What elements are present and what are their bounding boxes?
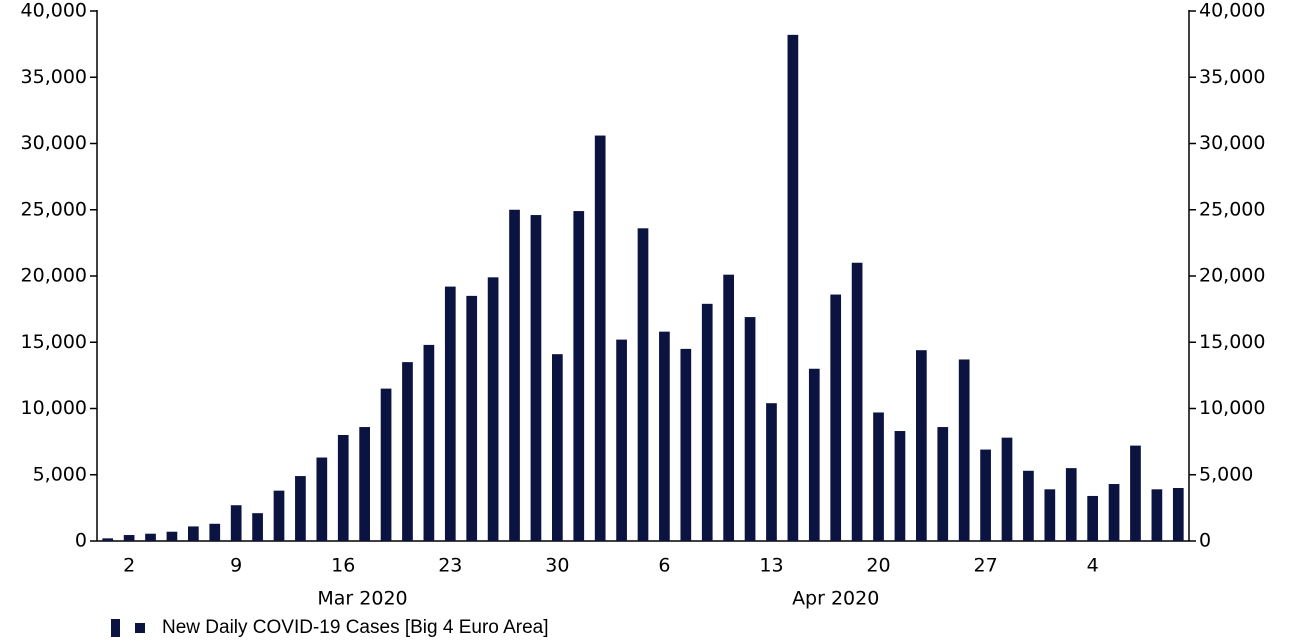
bar <box>145 533 156 541</box>
y-tick-label: 10,000 <box>21 397 87 419</box>
bar <box>359 427 370 541</box>
x-tick-label: 20 <box>866 555 890 577</box>
bar <box>316 457 328 541</box>
bar <box>787 34 799 541</box>
x-tick-label: 9 <box>230 555 242 577</box>
bar <box>230 505 242 541</box>
bar <box>166 531 178 541</box>
bar <box>723 274 734 541</box>
bar <box>830 294 842 541</box>
y2-tick-label: 20,000 <box>1199 265 1265 287</box>
y2-tick-label: 30,000 <box>1199 132 1265 154</box>
bar <box>1130 445 1141 541</box>
bar <box>509 209 520 541</box>
x-tick-label: 13 <box>759 555 783 577</box>
bar <box>573 211 585 541</box>
bar <box>337 435 349 541</box>
x-tick-label: 2 <box>123 555 135 577</box>
y2-tick-label: 10,000 <box>1199 397 1265 419</box>
x-tick-label: 16 <box>331 555 355 577</box>
bar <box>252 513 263 541</box>
y2-tick-label: 25,000 <box>1199 198 1265 220</box>
y2-tick-label: 35,000 <box>1199 66 1265 88</box>
y-tick-label: 15,000 <box>21 331 87 353</box>
bar <box>1172 488 1184 541</box>
bar <box>851 262 863 541</box>
y-tick-label: 25,000 <box>21 198 87 220</box>
x-tick-label: 4 <box>1087 555 1099 577</box>
y-tick-label: 30,000 <box>21 132 87 154</box>
bar <box>616 339 627 541</box>
bar <box>123 535 135 541</box>
bar <box>1001 437 1013 541</box>
bar <box>1087 495 1098 541</box>
y-tick-label: 40,000 <box>21 0 87 22</box>
y-tick-label: 35,000 <box>21 66 87 88</box>
bar <box>402 362 413 541</box>
y2-tick-label: 0 <box>1199 530 1211 552</box>
bar <box>594 135 606 542</box>
bar <box>380 388 392 541</box>
legend-label: New Daily COVID-19 Cases [Big 4 Euro Are… <box>162 617 549 638</box>
bar <box>295 476 306 541</box>
bar <box>1108 484 1120 541</box>
bar <box>1065 468 1077 541</box>
x-tick-label: 27 <box>973 555 997 577</box>
y2-tick-label: 5,000 <box>1199 463 1253 485</box>
x-tick-label: 30 <box>545 555 569 577</box>
bar <box>916 350 927 541</box>
bar <box>209 523 221 541</box>
y-tick-label: 5,000 <box>33 463 87 485</box>
bar <box>423 344 435 541</box>
x-group-label: Apr 2020 <box>792 588 879 610</box>
bar <box>659 331 670 541</box>
bar <box>1151 489 1163 541</box>
bar <box>1023 470 1034 541</box>
bar <box>444 286 456 541</box>
x-tick-label: 6 <box>658 555 670 577</box>
bar <box>980 449 991 541</box>
bar <box>273 490 285 541</box>
bar <box>744 317 756 541</box>
bar <box>188 526 199 541</box>
bar <box>552 354 563 541</box>
legend-swatch <box>111 619 120 637</box>
y2-tick-label: 40,000 <box>1199 0 1265 22</box>
y2-tick-label: 15,000 <box>1199 331 1265 353</box>
x-group-label: Mar 2020 <box>317 588 407 610</box>
bar <box>530 215 542 542</box>
bar <box>808 368 820 541</box>
bar <box>1044 489 1056 541</box>
bar <box>637 228 649 542</box>
bar <box>873 412 884 541</box>
bar <box>680 348 692 541</box>
bar <box>894 431 906 541</box>
y-tick-label: 0 <box>75 530 87 552</box>
legend-swatch <box>135 623 145 633</box>
bar <box>766 403 777 541</box>
bar <box>958 359 970 541</box>
y-tick-label: 20,000 <box>21 265 87 287</box>
bar <box>487 277 499 541</box>
bar <box>102 538 114 541</box>
bar <box>701 303 713 541</box>
bar <box>466 295 478 541</box>
x-tick-label: 23 <box>438 555 462 577</box>
bar <box>937 427 949 541</box>
